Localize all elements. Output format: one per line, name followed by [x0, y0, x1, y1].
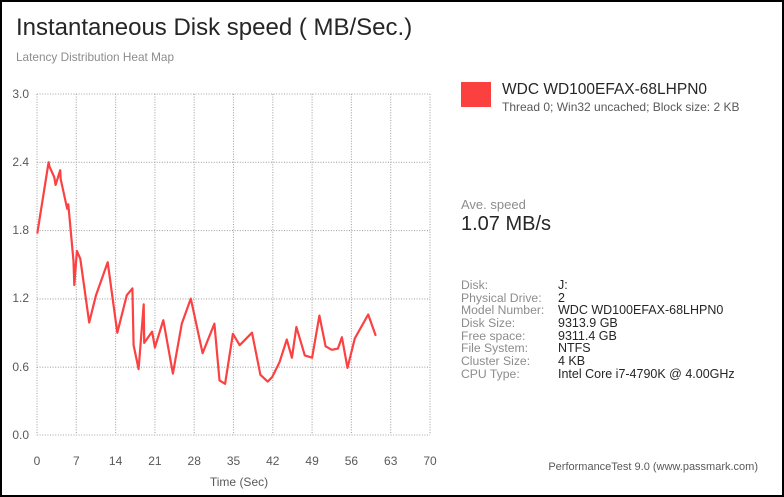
svg-text:42: 42 — [266, 454, 280, 468]
svg-text:7: 7 — [73, 454, 80, 468]
svg-text:0.0: 0.0 — [12, 428, 29, 442]
svg-text:35: 35 — [227, 454, 241, 468]
svg-text:0: 0 — [34, 454, 41, 468]
svg-text:2.4: 2.4 — [12, 155, 29, 169]
svg-text:1.8: 1.8 — [12, 223, 29, 237]
svg-text:14: 14 — [109, 454, 123, 468]
svg-text:1.2: 1.2 — [12, 291, 29, 305]
svg-text:0.6: 0.6 — [12, 360, 29, 374]
svg-text:56: 56 — [345, 454, 359, 468]
svg-text:21: 21 — [148, 454, 162, 468]
svg-text:28: 28 — [188, 454, 202, 468]
svg-text:63: 63 — [384, 454, 398, 468]
svg-text:70: 70 — [423, 454, 437, 468]
svg-text:49: 49 — [305, 454, 319, 468]
svg-text:3.0: 3.0 — [12, 87, 29, 101]
